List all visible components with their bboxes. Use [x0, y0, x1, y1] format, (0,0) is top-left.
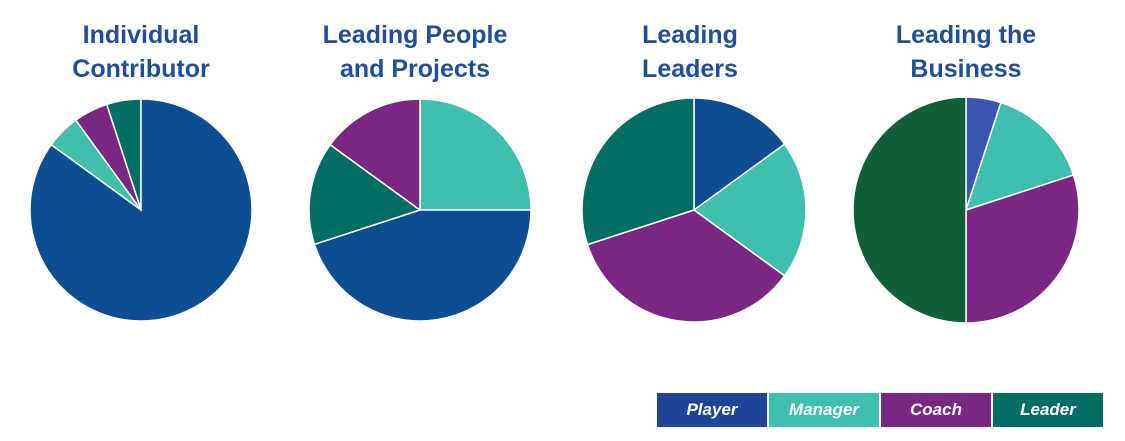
pie-1-slice-player — [29, 98, 253, 322]
legend: Player Manager Coach Leader — [657, 393, 1103, 427]
pie-2-slice-coach — [329, 98, 421, 212]
legend-label-leader: Leader — [1020, 400, 1076, 419]
pie-2-slice-leader — [308, 143, 422, 246]
pie-3-title-line-2: Leaders — [642, 55, 738, 83]
pie-3-title-line-1: Leading — [642, 21, 738, 49]
pie-3-slice-player — [693, 97, 786, 212]
legend-label-coach: Coach — [910, 400, 962, 419]
pie-2-slice-manager — [419, 98, 532, 211]
pie-4-title-line-2: Business — [910, 55, 1021, 83]
pie-4-slice-leader — [852, 96, 967, 324]
pie-1-title-line-2: Contributor — [72, 55, 210, 83]
legend-item-player: Player — [657, 393, 769, 427]
pie-4-slice-coach — [965, 174, 1080, 324]
pie-4-title-line-1: Leading the — [896, 21, 1036, 49]
pie-3-slice-leader — [581, 97, 695, 246]
legend-item-leader: Leader — [993, 393, 1103, 427]
pie-2-title-line-1: Leading People — [323, 21, 508, 49]
legend-label-manager: Manager — [789, 400, 859, 419]
pie-2-slice-player — [313, 209, 532, 322]
legend-item-coach: Coach — [881, 393, 993, 427]
legend-item-manager: Manager — [769, 393, 881, 427]
pie-2-title-line-2: and Projects — [340, 55, 490, 83]
legend-label-player: Player — [686, 400, 738, 419]
pie-1-title-line-1: Individual — [83, 21, 200, 49]
pie-3-slice-manager — [692, 143, 807, 277]
pie-3-slice-coach — [586, 209, 786, 323]
